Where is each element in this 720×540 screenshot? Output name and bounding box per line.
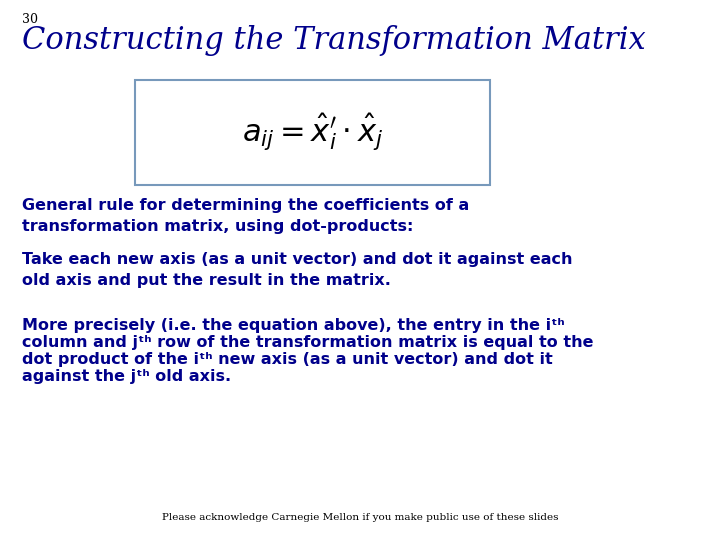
Text: dot product of the iᵗʰ new axis (as a unit vector) and dot it: dot product of the iᵗʰ new axis (as a un… <box>22 352 553 367</box>
Text: Take each new axis (as a unit vector) and dot it against each
old axis and put t: Take each new axis (as a unit vector) an… <box>22 252 572 288</box>
Text: Please acknowledge Carnegie Mellon if you make public use of these slides: Please acknowledge Carnegie Mellon if yo… <box>162 513 558 522</box>
Text: column and jᵗʰ row of the transformation matrix is equal to the: column and jᵗʰ row of the transformation… <box>22 335 593 350</box>
Text: General rule for determining the coefficients of a
transformation matrix, using : General rule for determining the coeffic… <box>22 198 469 234</box>
Text: More precisely (i.e. the equation above), the entry in the iᵗʰ: More precisely (i.e. the equation above)… <box>22 318 564 333</box>
Bar <box>135 80 490 185</box>
Text: 30: 30 <box>22 13 38 26</box>
Text: against the jᵗʰ old axis.: against the jᵗʰ old axis. <box>22 369 231 384</box>
Text: $a_{ij} = \hat{x}_{i}^{\prime} \cdot \hat{x}_{j}$: $a_{ij} = \hat{x}_{i}^{\prime} \cdot \ha… <box>242 112 384 153</box>
Text: Constructing the Transformation Matrix: Constructing the Transformation Matrix <box>22 25 646 56</box>
